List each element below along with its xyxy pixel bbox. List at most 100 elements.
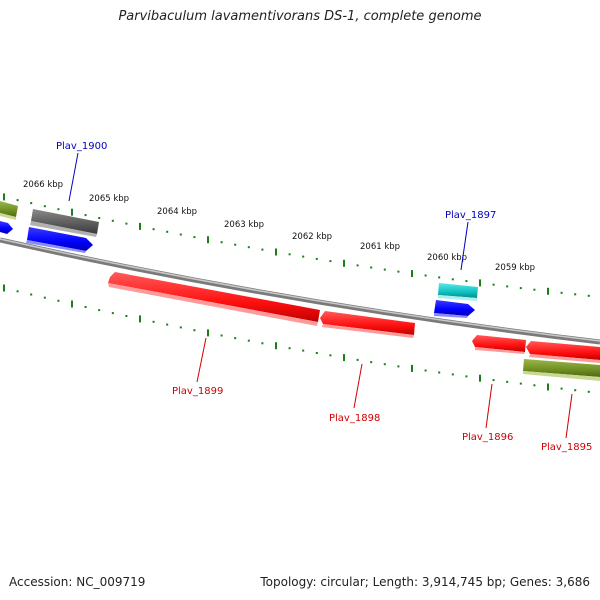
upper-minor-tick [247, 246, 250, 249]
gene-plav-1898[interactable] [320, 311, 415, 338]
lower-minor-tick [370, 361, 373, 364]
genome-summary-text: Topology: circular; Length: 3,914,745 bp… [260, 575, 590, 589]
gene-blue-left[interactable] [26, 227, 93, 253]
upper-minor-tick [329, 260, 332, 263]
lower-minor-tick [438, 371, 441, 374]
lower-minor-tick [98, 309, 101, 312]
upper-tick-row [3, 193, 590, 297]
lower-minor-tick [533, 384, 536, 387]
upper-major-tick [479, 279, 481, 287]
lower-minor-tick [125, 315, 128, 317]
gene-plav-1900[interactable] [30, 209, 99, 237]
upper-minor-tick [533, 288, 536, 291]
lower-minor-tick [506, 380, 509, 383]
upper-minor-tick [43, 205, 46, 208]
scale-label-2059: 2059 kbp [495, 263, 535, 273]
upper-minor-tick [315, 257, 318, 260]
leader-plav-1895 [565, 393, 573, 439]
gene-red-right[interactable] [526, 341, 600, 363]
lower-minor-tick [587, 390, 590, 393]
upper-minor-tick [220, 241, 223, 244]
upper-minor-tick [560, 291, 563, 294]
upper-minor-tick [16, 199, 19, 202]
upper-minor-tick [261, 248, 264, 251]
lower-major-tick [479, 374, 481, 382]
scale-label-2065: 2065 kbp [89, 194, 129, 204]
label-plav-1897[interactable]: Plav_1897 [445, 210, 496, 221]
upper-major-tick [139, 222, 141, 230]
upper-minor-tick [98, 217, 101, 219]
lower-minor-tick [179, 326, 182, 329]
upper-minor-tick [152, 228, 155, 231]
lower-minor-tick [397, 365, 400, 368]
lower-major-tick [207, 329, 209, 337]
gene-plav-1899[interactable] [108, 272, 320, 326]
lower-minor-tick [465, 375, 468, 378]
upper-minor-tick [57, 208, 60, 211]
leader-plav-1898 [353, 363, 363, 409]
leader-plav-1896 [485, 383, 493, 429]
lower-minor-tick [193, 329, 196, 332]
lower-minor-tick [302, 349, 305, 352]
label-plav-1898[interactable]: Plav_1898 [329, 413, 380, 424]
upper-minor-tick [397, 270, 400, 273]
lower-minor-tick [43, 296, 46, 299]
label-plav-1895[interactable]: Plav_1895 [541, 442, 592, 453]
upper-minor-tick [84, 214, 87, 217]
upper-major-tick [71, 208, 73, 216]
lower-minor-tick [315, 352, 318, 354]
lower-minor-tick [220, 334, 223, 337]
lower-minor-tick [492, 379, 495, 382]
gene-olive-left-upper[interactable] [0, 201, 18, 220]
upper-minor-tick [166, 230, 169, 233]
lower-minor-tick [288, 347, 291, 350]
gene-blue-right[interactable] [434, 300, 475, 318]
lower-minor-tick [383, 363, 386, 366]
lower-major-tick [71, 300, 73, 308]
lower-minor-tick [57, 299, 60, 302]
gene-plav-1897[interactable] [438, 283, 478, 301]
scale-label-2063: 2063 kbp [224, 220, 264, 230]
lower-minor-tick [261, 342, 264, 345]
upper-minor-tick [424, 274, 427, 277]
upper-minor-tick [451, 278, 454, 281]
scale-label-2064: 2064 kbp [157, 207, 197, 217]
upper-minor-tick [234, 243, 237, 246]
gene-plav-1895[interactable] [523, 359, 600, 381]
lower-minor-tick [560, 387, 563, 390]
leader-plav-1897 [460, 221, 469, 271]
lower-major-tick [139, 315, 141, 323]
lower-major-tick [275, 342, 277, 350]
lower-major-tick [343, 354, 345, 362]
lower-major-tick [411, 364, 413, 372]
upper-minor-tick [438, 276, 441, 279]
label-plav-1900[interactable]: Plav_1900 [56, 141, 107, 152]
lower-minor-tick [166, 323, 169, 326]
lower-major-tick [3, 284, 5, 292]
upper-minor-tick [193, 236, 196, 239]
scale-label-2060: 2060 kbp [427, 253, 467, 263]
upper-minor-tick [519, 287, 522, 290]
lower-minor-tick [329, 354, 332, 357]
upper-minor-tick [492, 283, 495, 286]
scale-label-2061: 2061 kbp [360, 242, 400, 252]
upper-major-tick [547, 287, 549, 295]
lower-minor-tick [247, 339, 250, 342]
upper-major-tick [275, 248, 277, 256]
lower-minor-tick [111, 312, 114, 315]
scale-label-2066: 2066 kbp [23, 180, 63, 190]
lower-major-tick [547, 383, 549, 391]
gene-blue-left-edge[interactable] [0, 221, 13, 234]
lower-minor-tick [152, 320, 155, 323]
label-plav-1896[interactable]: Plav_1896 [462, 432, 513, 443]
gene-plav-1896[interactable] [472, 335, 526, 354]
upper-major-tick [207, 236, 209, 244]
upper-minor-tick [506, 285, 509, 288]
lower-minor-tick [424, 369, 427, 372]
lower-minor-tick [84, 306, 87, 308]
upper-minor-tick [356, 264, 359, 267]
page-title: Parvibaculum lavamentivorans DS-1, compl… [118, 9, 482, 24]
accession-text: Accession: NC_009719 [9, 575, 146, 589]
label-plav-1899[interactable]: Plav_1899 [172, 386, 223, 397]
